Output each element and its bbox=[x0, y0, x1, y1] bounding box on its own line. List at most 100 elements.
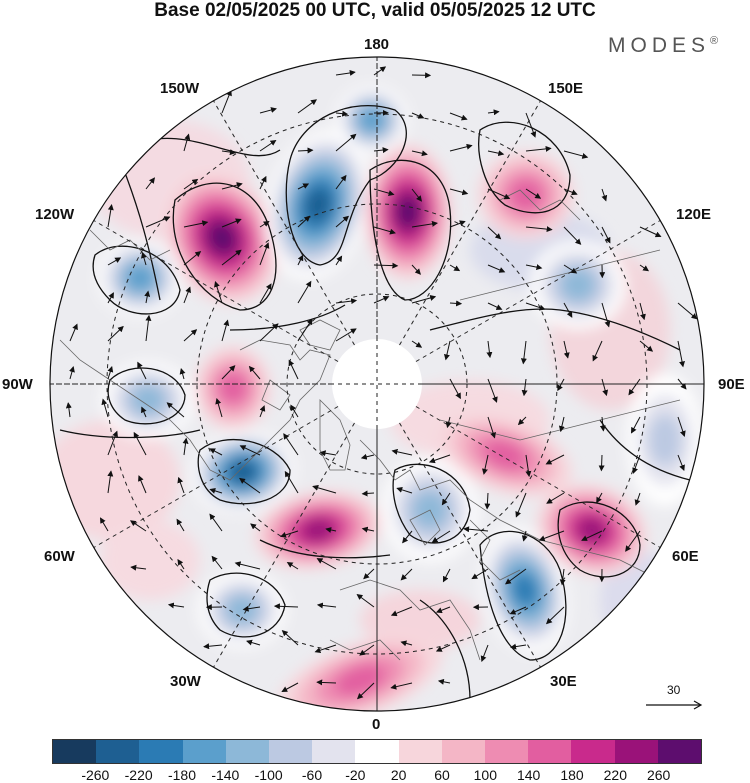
wind-arrow bbox=[558, 416, 565, 433]
height-contour bbox=[107, 367, 186, 425]
wind-arrow bbox=[484, 492, 491, 510]
anomaly-center bbox=[198, 572, 286, 648]
lon-label-30w: 30W bbox=[170, 673, 201, 690]
lon-label-150e: 150E bbox=[548, 80, 584, 97]
height-contour bbox=[119, 159, 161, 301]
wind-arrow bbox=[428, 454, 451, 464]
height-contour bbox=[599, 419, 691, 481]
wind-arrow bbox=[335, 255, 343, 266]
coastline bbox=[409, 509, 441, 546]
wind-arrow bbox=[402, 530, 413, 544]
wind-arrow bbox=[445, 416, 452, 429]
lon-label-120e: 120E bbox=[676, 206, 712, 223]
wind-arrow bbox=[316, 602, 337, 609]
colorbar-swatch bbox=[441, 740, 486, 763]
wind-arrow bbox=[316, 679, 337, 686]
wind-arrow bbox=[373, 226, 396, 235]
wind-arrow bbox=[677, 378, 687, 390]
colorbar-tick-label: -140 bbox=[211, 767, 240, 783]
wind-arrow bbox=[441, 492, 451, 506]
wind-arrow bbox=[677, 454, 685, 472]
wind-arrow bbox=[259, 220, 270, 228]
height-contour bbox=[59, 429, 201, 439]
wind-scale-label: 30 bbox=[667, 683, 681, 697]
wind-arrow bbox=[482, 454, 489, 475]
colorbar-swatch bbox=[139, 740, 183, 763]
wind-arrow bbox=[297, 318, 313, 342]
wind-arrow bbox=[601, 378, 609, 397]
wind-arrow bbox=[396, 486, 413, 494]
wind-arrow bbox=[356, 594, 375, 608]
wind-vectors bbox=[65, 66, 698, 700]
wind-arrow bbox=[601, 302, 611, 328]
wind-arrow bbox=[259, 139, 277, 152]
wind-arrow bbox=[259, 323, 279, 342]
wind-arrow bbox=[599, 416, 606, 432]
colorbar-ticks: -260 -220 -180 -140 -100 -60 -20 20 60 100 140 180 2… bbox=[0, 767, 750, 783]
wind-arrow bbox=[559, 568, 566, 586]
coastline bbox=[499, 189, 581, 221]
wind-arrow bbox=[209, 448, 223, 456]
wind-arrow bbox=[449, 188, 469, 196]
wind-arrow bbox=[361, 526, 375, 533]
anomaly-center bbox=[530, 241, 626, 329]
wind-arrow bbox=[525, 145, 552, 152]
wind-arrow bbox=[449, 264, 461, 272]
lon-label-120w: 120W bbox=[35, 206, 75, 223]
coastline bbox=[59, 339, 331, 481]
anomaly-center bbox=[627, 374, 703, 506]
wind-arrow bbox=[359, 644, 375, 656]
wind-arrow bbox=[596, 492, 603, 504]
wind-arrow bbox=[463, 526, 489, 533]
height-contour bbox=[479, 530, 567, 661]
coastline bbox=[319, 399, 351, 471]
wind-arrow bbox=[545, 606, 565, 625]
wind-arrow bbox=[449, 378, 461, 400]
colorbar-swatch bbox=[225, 740, 270, 763]
lon-label-90e: 90E bbox=[718, 376, 745, 393]
colorbar-swatch bbox=[485, 740, 529, 763]
wind-arrow bbox=[525, 112, 537, 138]
wind-arrow bbox=[314, 644, 337, 654]
wind-arrow bbox=[259, 405, 266, 418]
meridian-line bbox=[213, 422, 355, 668]
wind-arrow bbox=[400, 640, 413, 647]
wind-arrow bbox=[259, 175, 267, 190]
wind-arrow bbox=[525, 302, 546, 311]
wind-arrow bbox=[145, 314, 152, 342]
wind-arrow bbox=[290, 404, 299, 418]
wind-arrow bbox=[325, 527, 337, 533]
wind-arrow bbox=[179, 368, 186, 380]
coastline bbox=[459, 249, 661, 301]
meridian-line bbox=[213, 100, 355, 346]
wind-arrow bbox=[177, 558, 185, 570]
wind-arrow bbox=[183, 286, 191, 304]
wind-arrow bbox=[411, 340, 423, 348]
lon-label-0: 0 bbox=[372, 716, 381, 733]
wind-arrow bbox=[239, 477, 261, 494]
wind-arrow bbox=[283, 433, 299, 456]
anomaly-background-patch bbox=[360, 590, 480, 650]
wind-arrow bbox=[411, 112, 425, 119]
lon-label-90w: 90W bbox=[2, 376, 33, 393]
wind-arrow bbox=[107, 365, 114, 380]
colorbar-swatch bbox=[571, 740, 615, 763]
wind-arrow bbox=[182, 437, 189, 456]
wind-arrow bbox=[69, 323, 78, 342]
wind-arrow bbox=[183, 133, 191, 152]
wind-arrow bbox=[316, 558, 337, 570]
lon-label-60w: 60W bbox=[44, 548, 75, 565]
wind-arrow bbox=[545, 454, 565, 465]
wind-arrow bbox=[209, 488, 223, 494]
wind-arrow bbox=[435, 644, 451, 652]
wind-arrow bbox=[356, 682, 375, 700]
wind-arrow bbox=[214, 280, 223, 304]
wind-arrow bbox=[335, 110, 349, 117]
map-border bbox=[49, 56, 705, 712]
wind-arrow bbox=[141, 406, 147, 418]
wind-arrow bbox=[563, 302, 573, 318]
wind-arrow bbox=[259, 242, 270, 266]
height-contour bbox=[259, 539, 391, 559]
wind-arrow bbox=[632, 454, 641, 474]
meridian-line bbox=[399, 422, 541, 668]
